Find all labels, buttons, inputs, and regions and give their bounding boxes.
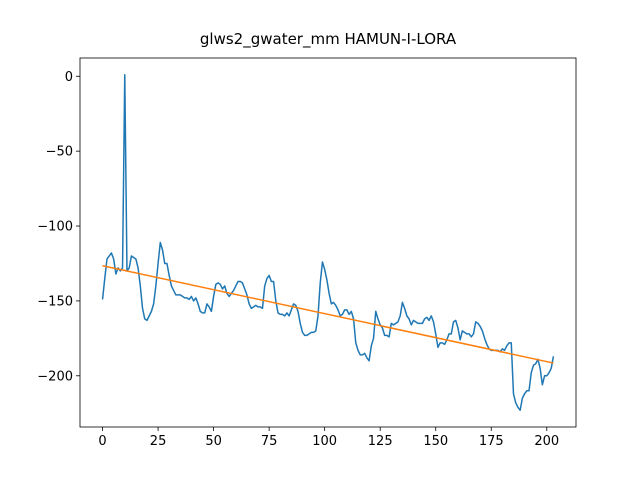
- x-tick-label: 75: [261, 434, 278, 449]
- y-tick-label: −100: [37, 220, 73, 235]
- x-tick-label: 50: [205, 434, 222, 449]
- chart-title: glws2_gwater_mm HAMUN-I-LORA: [200, 30, 457, 49]
- y-tick-label: 0: [65, 70, 73, 85]
- x-tick-label: 25: [150, 434, 167, 449]
- x-tick-label: 125: [368, 434, 393, 449]
- data-line: [101, 74, 555, 411]
- y-tick-label: −50: [46, 145, 73, 160]
- x-tick-label: 0: [98, 434, 106, 449]
- x-tick-label: 175: [479, 434, 504, 449]
- x-tick-label: 100: [312, 434, 337, 449]
- y-tick-label: −150: [37, 294, 73, 309]
- y-tick-label: −200: [37, 369, 73, 384]
- x-tick-label: 150: [423, 434, 448, 449]
- x-tick-label: 200: [534, 434, 559, 449]
- plot-frame: [79, 57, 577, 428]
- data-line: [102, 264, 554, 364]
